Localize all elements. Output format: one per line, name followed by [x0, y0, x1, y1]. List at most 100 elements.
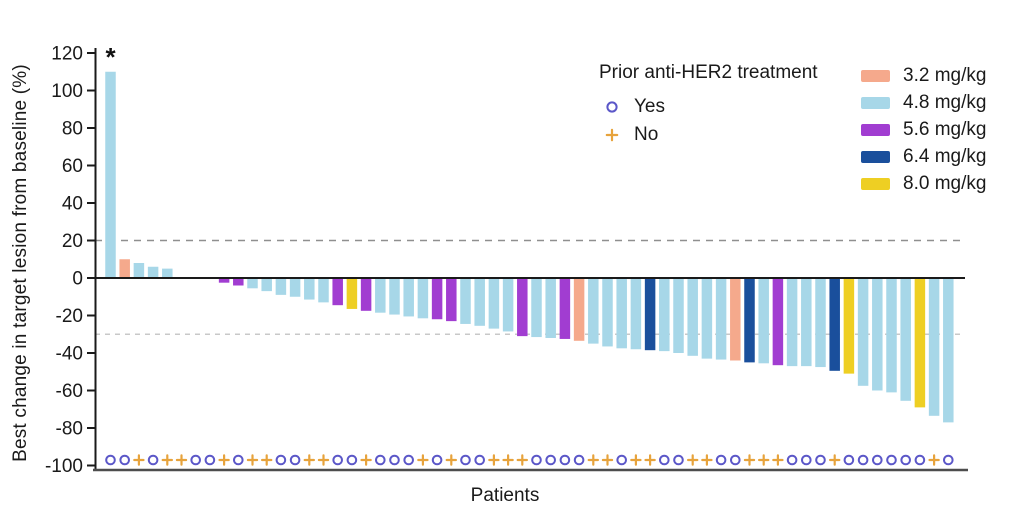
bar [162, 268, 173, 278]
circle-icon [605, 100, 619, 114]
prior-no-plus [218, 454, 230, 466]
bar [872, 278, 883, 391]
plus-icon [605, 128, 619, 142]
dose-label-6-4: 6.4 mg/kg [903, 145, 987, 167]
legend-item-prior-no: No [599, 121, 818, 149]
y-tick-label: 40 [62, 194, 83, 215]
prior-no-plus [303, 454, 315, 466]
bar [602, 278, 613, 347]
bar [147, 266, 159, 278]
bar [360, 278, 372, 311]
bar [801, 278, 812, 367]
y-tick-label: -80 [56, 419, 83, 440]
prior-yes-circle [346, 454, 358, 466]
prior-no-plus [758, 454, 770, 466]
bar [687, 278, 698, 356]
bar [815, 278, 826, 368]
prior-yes-circle [545, 454, 557, 466]
bar [247, 278, 258, 289]
bar [417, 278, 429, 319]
y-tick-label: -20 [56, 306, 83, 327]
bar [928, 278, 940, 416]
bar [829, 278, 840, 371]
bar [644, 278, 656, 351]
prior-no-plus [445, 454, 457, 466]
bar [375, 278, 386, 313]
prior-yes-circle [673, 454, 684, 466]
prior-yes-circle [730, 454, 741, 466]
prior-yes-circle [843, 454, 855, 466]
prior-no-plus [772, 454, 784, 466]
prior-yes-circle [119, 454, 130, 466]
bar [332, 278, 343, 306]
prior-yes-circle [105, 454, 116, 466]
bar [616, 278, 627, 349]
dose-swatch-4-8 [861, 96, 890, 109]
bar [218, 278, 230, 283]
prior-yes-circle [616, 454, 628, 466]
bar [517, 278, 528, 337]
bar [673, 278, 684, 353]
bar [588, 278, 599, 344]
y-tick-label: 60 [62, 156, 83, 177]
dose-label-3-2: 3.2 mg/kg [903, 64, 987, 86]
bar [730, 278, 741, 361]
prior-yes-circle [289, 454, 301, 466]
legend-prior-treatment: Prior anti-HER2 treatment Yes No [599, 62, 818, 149]
prior-yes-circle [389, 454, 400, 466]
y-tick-label: 80 [62, 119, 83, 140]
bar [559, 278, 571, 339]
legend-prior-yes-label: Yes [634, 96, 665, 117]
bar [304, 278, 315, 300]
legend-item-prior-yes: Yes [599, 93, 818, 121]
bar [233, 278, 244, 286]
legend-doses: 3.2 mg/kg 4.8 mg/kg 5.6 mg/kg 6.4 mg/kg … [861, 62, 986, 197]
prior-yes-circle [375, 454, 386, 466]
prior-yes-circle [886, 454, 897, 466]
prior-yes-circle [559, 454, 571, 466]
prior-no-plus [601, 454, 614, 466]
prior-no-plus [133, 454, 145, 466]
prior-no-plus [587, 454, 599, 466]
prior-yes-circle [531, 454, 542, 466]
prior-no-plus [743, 454, 756, 466]
bar [105, 71, 116, 278]
bar [630, 278, 642, 350]
prior-no-plus [516, 454, 528, 466]
prior-yes-circle [431, 454, 443, 466]
prior-no-plus [630, 454, 642, 466]
bar [545, 278, 556, 338]
bar [772, 278, 784, 366]
prior-no-plus [360, 454, 372, 466]
prior-no-plus [829, 454, 841, 466]
bar [502, 278, 514, 332]
legend-prior-no-label: No [634, 124, 659, 145]
x-axis-title: Patients [470, 485, 540, 506]
y-tick-label: 20 [62, 231, 83, 252]
y-axis-title: Best change in target lesion from baseli… [10, 64, 31, 462]
bar [346, 278, 358, 309]
y-tick-label: 0 [72, 269, 83, 290]
prior-yes-circle [460, 454, 471, 466]
dose-swatch-6-4 [861, 150, 890, 163]
bar [403, 278, 414, 317]
bar [289, 278, 301, 297]
legend-item-dose-4-8: 4.8 mg/kg [861, 89, 986, 116]
y-tick-label: -100 [45, 456, 83, 477]
prior-no-plus [644, 454, 656, 466]
bar [758, 278, 769, 364]
prior-yes-circle [801, 454, 812, 466]
bar [275, 278, 287, 295]
prior-no-plus [701, 454, 713, 466]
prior-yes-circle [147, 454, 159, 466]
bar [857, 278, 869, 386]
bar [460, 278, 471, 324]
dose-swatch-5-6 [861, 123, 890, 136]
bar [886, 278, 897, 393]
legend-item-dose-6-4: 6.4 mg/kg [861, 143, 986, 170]
legend-item-dose-8-0: 8.0 mg/kg [861, 170, 986, 197]
prior-yes-circle [275, 454, 287, 466]
bar [474, 278, 485, 326]
